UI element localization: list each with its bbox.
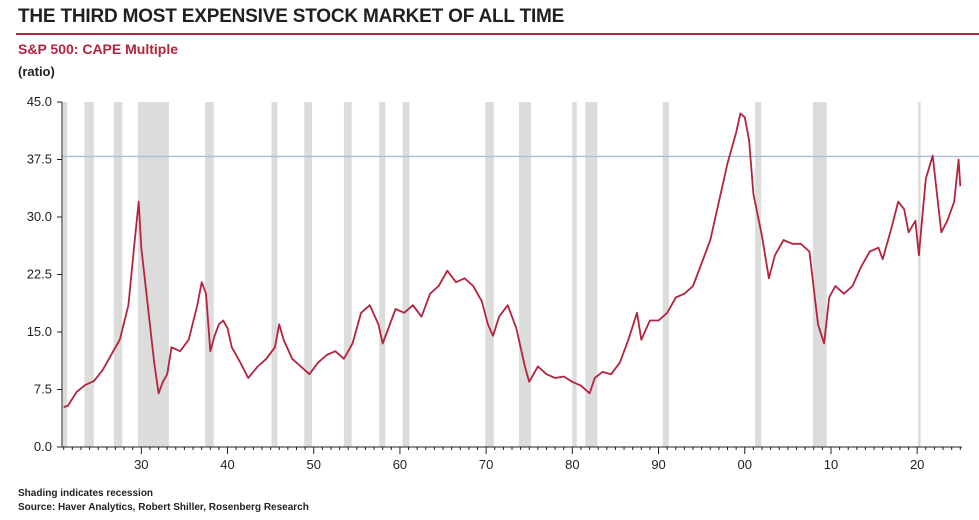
x-tick-label: 60	[393, 457, 407, 472]
x-tick-label: 90	[651, 457, 665, 472]
x-tick-label: 00	[738, 457, 752, 472]
recession-band	[918, 102, 921, 447]
recession-shading-group	[62, 102, 921, 447]
recession-band	[304, 102, 312, 447]
recession-band	[379, 102, 386, 447]
recession-band	[62, 102, 68, 447]
recession-band	[271, 102, 278, 447]
series-group	[63, 112, 962, 408]
x-tick-label: 10	[824, 457, 838, 472]
recession-band	[343, 102, 352, 447]
recession-band	[518, 102, 531, 447]
x-tick-label: 20	[910, 457, 924, 472]
y-axis-unit-label: (ratio)	[18, 64, 55, 79]
recession-band	[485, 102, 494, 447]
y-tick-label: 7.5	[34, 382, 52, 397]
recession-band	[812, 102, 827, 447]
axes-group: 0.0 7.5 15.0 22.5 30.0 37.5 45.0 30 40 50 60 70 80 90…	[27, 94, 962, 472]
y-tick-label: 30.0	[27, 209, 52, 224]
x-tick-label: 80	[565, 457, 579, 472]
recession-band	[755, 102, 762, 447]
chart-title: THE THIRD MOST EXPENSIVE STOCK MARKET OF…	[18, 6, 565, 27]
title-divider	[16, 33, 979, 35]
recession-band	[84, 102, 94, 447]
recession-band	[205, 102, 214, 447]
y-tick-label: 15.0	[27, 324, 52, 339]
chart-subtitle: S&P 500: CAPE Multiple	[18, 41, 179, 57]
recession-band	[137, 102, 169, 447]
x-tick-label: 30	[134, 457, 148, 472]
y-tick-label: 45.0	[27, 94, 52, 109]
recession-band	[113, 102, 123, 447]
series-line-cape	[63, 112, 962, 408]
y-tick-label: 37.5	[27, 152, 52, 167]
x-tick-label: 70	[479, 457, 493, 472]
cape-line-chart: 0.0 7.5 15.0 22.5 30.0 37.5 45.0 30 40 50 60 70 80 90…	[27, 94, 979, 472]
x-tick-label: 40	[220, 457, 234, 472]
source-note: Source: Haver Analytics, Robert Shiller,…	[18, 502, 309, 513]
y-tick-label: 22.5	[27, 267, 52, 282]
y-tick-label: 0.0	[34, 439, 52, 454]
x-tick-label: 50	[306, 457, 320, 472]
recession-band	[572, 102, 577, 447]
recession-band	[402, 102, 410, 447]
recession-note: Shading indicates recession	[18, 488, 154, 499]
recession-band	[662, 102, 669, 447]
recession-band	[585, 102, 598, 447]
